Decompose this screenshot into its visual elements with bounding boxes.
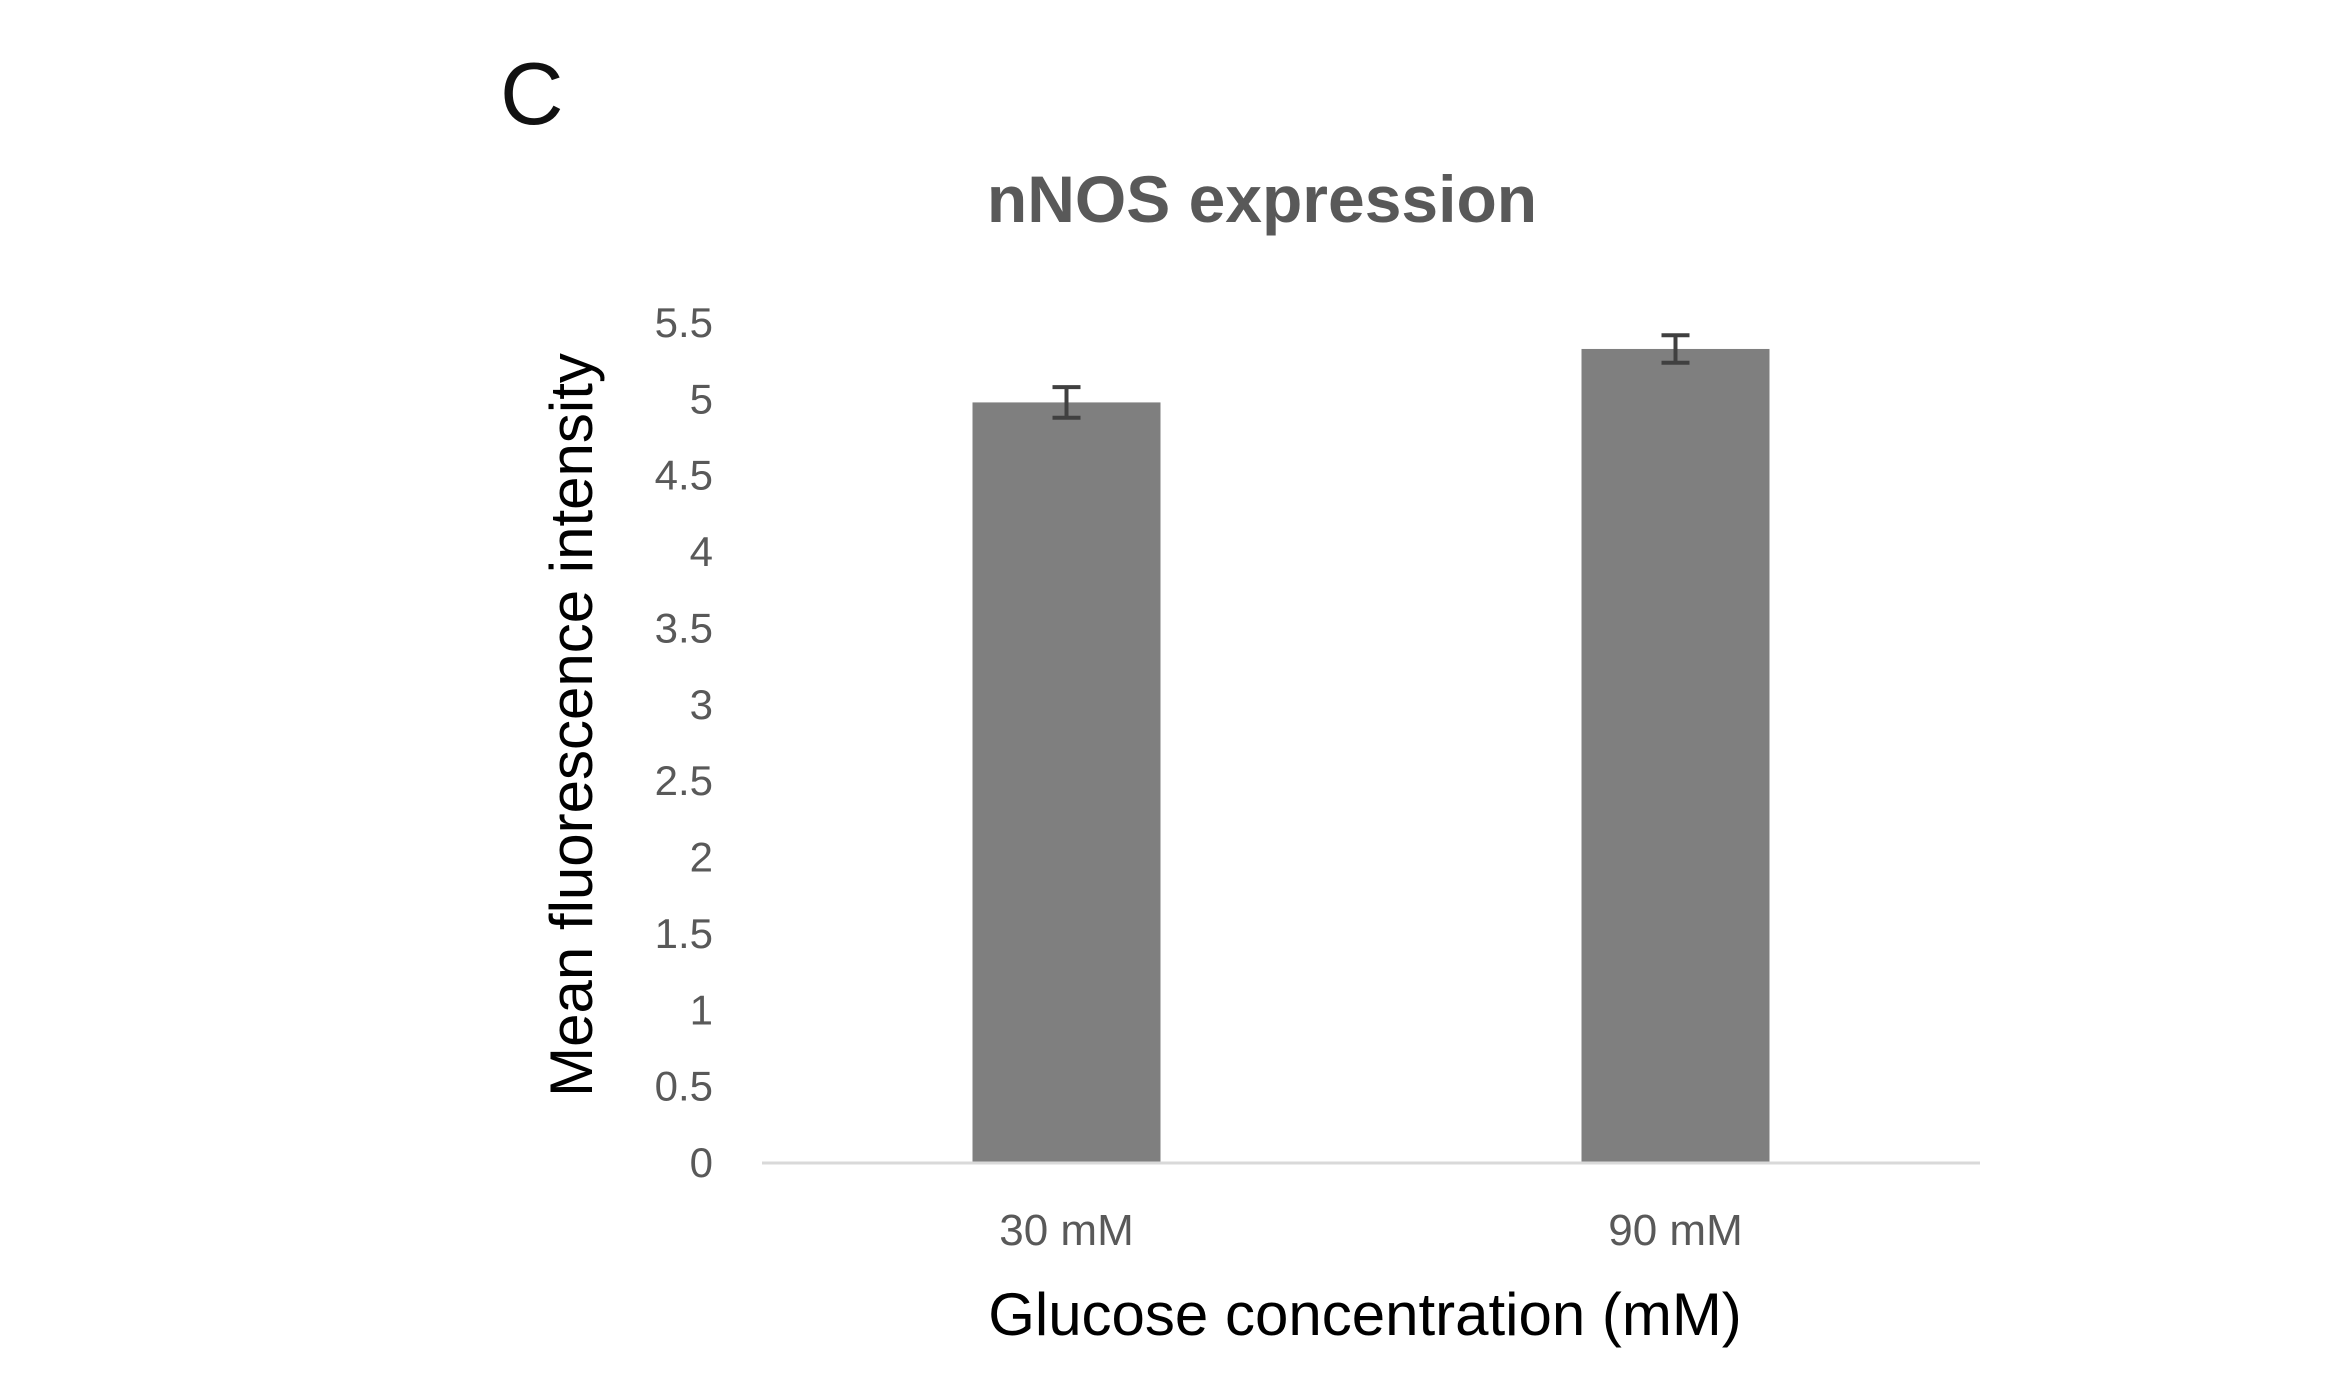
y-tick-label: 3.5 <box>655 604 713 651</box>
panel-label: C <box>500 44 564 143</box>
error-bars <box>1052 333 1690 420</box>
bar <box>1581 348 1770 1163</box>
y-tick-label: 3 <box>690 681 713 728</box>
error-bar <box>1661 333 1690 365</box>
y-axis-label: Mean fluorescence intensity <box>538 353 605 1097</box>
y-tick-label: 5 <box>690 375 713 422</box>
y-tick-label: 4 <box>690 528 713 575</box>
y-tick-label: 0.5 <box>655 1063 713 1110</box>
error-bar <box>1052 385 1081 420</box>
x-tick-label: 90 mM <box>1608 1206 1742 1255</box>
x-axis-label: Glucose concentration (mM) <box>988 1281 1742 1348</box>
x-tick-labels: 30 mM 90 mM <box>999 1206 1742 1255</box>
y-tick-label: 2 <box>690 834 713 881</box>
y-tick-label: 1.5 <box>655 910 713 957</box>
chart-title: nNOS expression <box>987 162 1537 236</box>
y-tick-label: 1 <box>690 986 713 1033</box>
y-tick-label: 2.5 <box>655 757 713 804</box>
y-tick-labels: 0 0.5 1 1.5 2 2.5 3 3.5 4 4.5 5 5.5 <box>655 299 713 1186</box>
y-tick-label: 4.5 <box>655 452 713 499</box>
y-tick-label: 0 <box>690 1139 713 1186</box>
y-tick-label: 5.5 <box>655 299 713 346</box>
bar <box>972 402 1161 1163</box>
bars <box>972 348 1770 1163</box>
x-tick-label: 30 mM <box>999 1206 1133 1255</box>
